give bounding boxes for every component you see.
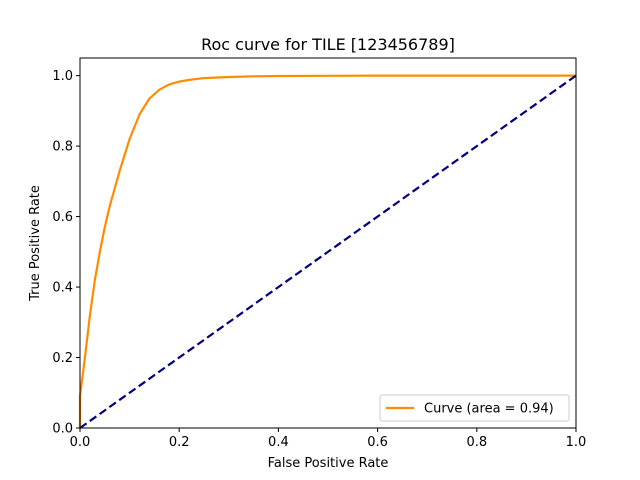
legend-label-curve: Curve (area = 0.94) (424, 402, 554, 417)
y-tick-label: 0.8 (52, 140, 73, 155)
x-tick-label: 0.8 (466, 435, 487, 450)
y-axis-ticks: 0.0 0.2 0.4 0.6 0.8 1.0 (52, 69, 80, 437)
y-tick-label: 0.0 (52, 422, 73, 437)
x-tick-label: 0.6 (367, 435, 388, 450)
x-axis-label: False Positive Rate (268, 456, 389, 471)
y-axis-label: True Positive Rate (28, 185, 43, 302)
legend: Curve (area = 0.94) (379, 394, 570, 422)
y-tick-label: 0.2 (52, 351, 73, 366)
x-tick-label: 0.4 (268, 435, 289, 450)
x-tick-label: 1.0 (566, 435, 587, 450)
x-axis-ticks: 0.0 0.2 0.4 0.6 0.8 1.0 (70, 428, 587, 450)
diagonal-reference-line (79, 74, 577, 429)
chart-title: Roc curve for TILE [123456789] (201, 35, 455, 54)
y-tick-label: 0.4 (52, 281, 73, 296)
y-tick-label: 0.6 (52, 210, 73, 225)
x-tick-label: 0.2 (169, 435, 190, 450)
x-tick-label: 0.0 (70, 435, 91, 450)
plot-frame (79, 57, 577, 429)
y-tick-label: 1.0 (52, 69, 73, 84)
roc-curve-line (78, 74, 576, 428)
series-layer (78, 74, 577, 429)
legend-box (379, 394, 570, 422)
